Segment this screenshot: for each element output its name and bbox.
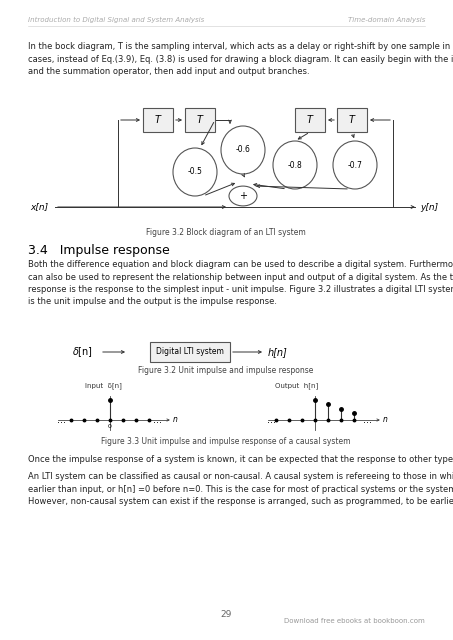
Text: Both the difference equation and block diagram can be used to describe a digital: Both the difference equation and block d… <box>28 260 453 307</box>
Text: +: + <box>239 191 247 201</box>
Text: Time-domain Analysis: Time-domain Analysis <box>347 17 425 23</box>
Text: h[n]: h[n] <box>268 347 288 357</box>
Text: An LTI system can be classified as causal or non-causal. A causal system is refe: An LTI system can be classified as causa… <box>28 472 453 506</box>
Text: Download free ebooks at bookboon.com: Download free ebooks at bookboon.com <box>284 618 425 624</box>
Text: $\delta$[n]: $\delta$[n] <box>72 345 92 359</box>
Text: Input  δ[n]: Input δ[n] <box>85 382 122 388</box>
Text: n: n <box>383 415 388 424</box>
Bar <box>337 108 367 132</box>
Text: Figure 3.3 Unit impulse and impulse response of a causal system: Figure 3.3 Unit impulse and impulse resp… <box>101 437 351 446</box>
Text: x[n]: x[n] <box>30 202 48 211</box>
Text: ...: ... <box>363 415 372 425</box>
Bar <box>150 342 230 362</box>
Text: Once the impulse response of a system is known, it can be expected that the resp: Once the impulse response of a system is… <box>28 455 453 464</box>
Text: In the bock diagram, T is the sampling interval, which acts as a delay or right-: In the bock diagram, T is the sampling i… <box>28 42 453 76</box>
Text: ...: ... <box>268 415 276 425</box>
Text: Digital LTI system: Digital LTI system <box>156 348 224 356</box>
Bar <box>295 108 325 132</box>
Text: -0.7: -0.7 <box>347 161 362 170</box>
Text: -0.6: -0.6 <box>236 145 251 154</box>
Ellipse shape <box>229 186 257 206</box>
Bar <box>185 108 215 132</box>
Text: T: T <box>307 115 313 125</box>
Text: n: n <box>173 415 178 424</box>
Bar <box>143 108 173 132</box>
Text: T: T <box>197 115 203 125</box>
Text: ...: ... <box>58 415 67 425</box>
Text: T: T <box>155 115 161 125</box>
Text: 3.4   Impulse response: 3.4 Impulse response <box>28 244 170 257</box>
Text: Output  h[n]: Output h[n] <box>275 382 318 388</box>
Text: ...: ... <box>154 415 163 425</box>
Text: Introduction to Digital Signal and System Analysis: Introduction to Digital Signal and Syste… <box>28 17 204 23</box>
Ellipse shape <box>221 126 265 174</box>
Ellipse shape <box>173 148 217 196</box>
Text: Figure 3.2 Unit impulse and impulse response: Figure 3.2 Unit impulse and impulse resp… <box>138 366 313 375</box>
Ellipse shape <box>333 141 377 189</box>
Text: y[n]: y[n] <box>420 202 438 211</box>
Text: T: T <box>349 115 355 125</box>
Text: -0.8: -0.8 <box>288 161 302 170</box>
Text: -0.5: -0.5 <box>188 168 202 177</box>
Text: 29: 29 <box>220 610 231 619</box>
Text: Figure 3.2 Block diagram of an LTI system: Figure 3.2 Block diagram of an LTI syste… <box>146 228 306 237</box>
Ellipse shape <box>273 141 317 189</box>
Text: 0: 0 <box>108 424 112 429</box>
